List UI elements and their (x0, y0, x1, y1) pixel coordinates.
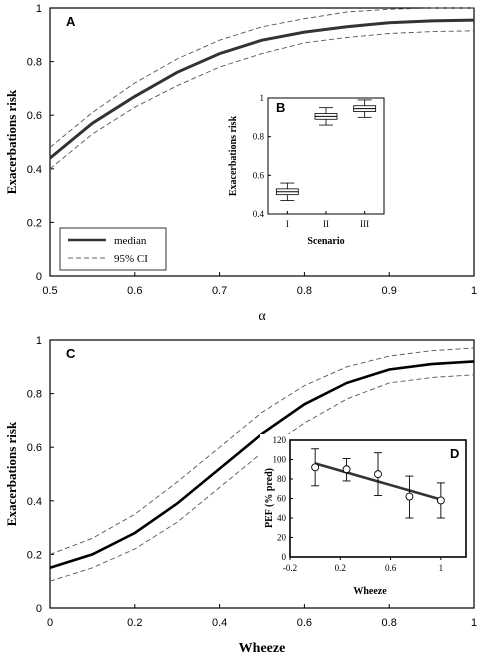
panel-c-ylabel: Exacerbations risk (4, 421, 19, 526)
y-tick-label: 0.8 (27, 389, 42, 401)
x-tick-label: 0.6 (385, 563, 397, 573)
y-tick-label: 1 (260, 93, 265, 103)
data-point (405, 492, 414, 501)
panel-b-ylabel: Exacerbations risk (228, 115, 239, 196)
panel-c-xlabel: Wheeze (239, 641, 286, 656)
x-tick-label: -0.2 (283, 563, 297, 573)
panel-d-bg (260, 434, 470, 602)
panel-a-ylabel: Exacerbations risk (4, 89, 19, 194)
y-tick-label: 0 (36, 603, 42, 615)
y-tick-label: 100 (273, 455, 287, 465)
ci-line-2 (49, 30, 475, 170)
legend-ci-label: 95% CI (114, 253, 148, 265)
x-tick-label: 0.7 (212, 285, 227, 297)
y-tick-label: 0 (36, 271, 42, 283)
y-tick-label: 40 (277, 513, 287, 523)
legend-median-label: median (114, 235, 147, 247)
x-tick-label: 1 (471, 617, 477, 629)
panel-c-letter: C (66, 346, 76, 361)
median-line (49, 360, 475, 570)
y-tick-label: 1 (36, 335, 42, 347)
y-tick-label: 80 (277, 474, 287, 484)
y-tick-label: 1 (36, 3, 42, 15)
x-tick-label: 0 (47, 617, 53, 629)
y-tick-label: 0.4 (253, 209, 265, 219)
x-tick-label: III (360, 219, 369, 229)
y-tick-label: 0.8 (253, 132, 265, 142)
data-point (311, 463, 320, 472)
y-tick-label: 0.2 (27, 217, 42, 229)
x-tick-label: 0.6 (127, 285, 142, 297)
data-point (342, 465, 351, 474)
x-tick-label: 0.8 (297, 285, 312, 297)
data-point (374, 470, 382, 479)
panel-a-legend: median 95% CI (59, 227, 167, 271)
x-tick-label: 0.6 (297, 617, 312, 629)
x-tick-label: 0.2 (127, 617, 142, 629)
panel-a-xlabel: α (258, 309, 266, 324)
panel-d-xlabel: Wheeze (353, 586, 387, 597)
panel-c-frame (49, 339, 475, 609)
panel-a-frame (49, 7, 475, 277)
panel-c: C 0 0.2 0.4 0.6 0.8 1 0 0.2 0.4 0.6 0.8 1 Exacerbat… (4, 335, 477, 656)
y-tick-label: 60 (277, 494, 287, 504)
x-tick-label: I (286, 219, 289, 229)
y-tick-label: 20 (277, 533, 287, 543)
y-tick-label: 0.4 (27, 496, 42, 508)
panel-b: B 0.40.60.81I II III Exacerbations risk Sc… (226, 90, 390, 252)
y-tick-label: 0.4 (27, 164, 42, 176)
panel-d-ylabel: PEF (% pred) (264, 468, 275, 528)
x-tick-label: 1 (471, 285, 477, 297)
data-point (436, 496, 445, 505)
x-tick-label: 0.8 (382, 617, 397, 629)
panel-b-xlabel: Scenario (307, 236, 344, 247)
y-tick-label: 0.2 (27, 549, 42, 561)
median-line (49, 18, 475, 160)
ci-line-1 (49, 347, 475, 555)
y-tick-label: 0.6 (253, 170, 265, 180)
y-tick-label: 0 (282, 552, 287, 562)
x-tick-label: 0.9 (382, 285, 397, 297)
x-tick-label: 0.2 (335, 563, 346, 573)
legend-box (59, 227, 167, 271)
x-tick-label: II (323, 219, 329, 229)
y-tick-label: 120 (273, 435, 287, 445)
panel-a: A 0.5 0.6 0.7 0.8 0.9 1 0 0.2 0.4 0.6 0.8 1 Exacerb… (4, 3, 477, 324)
x-tick-label: 0.5 (42, 285, 57, 297)
panel-d-letter: D (450, 446, 459, 461)
x-tick-label: 0.4 (212, 617, 227, 629)
ci-line-1 (49, 7, 474, 148)
panel-b-letter: B (276, 100, 285, 115)
y-tick-label: 0.8 (27, 57, 42, 69)
y-tick-label: 0.6 (27, 110, 42, 122)
x-tick-label: 1 (439, 563, 444, 573)
panel-d: D -0.2 0.2 0.6 1 0 20 40 60 80 100 120 PEF (% pred… (260, 434, 470, 602)
panel-a-letter: A (66, 14, 76, 29)
y-tick-label: 0.6 (27, 442, 42, 454)
